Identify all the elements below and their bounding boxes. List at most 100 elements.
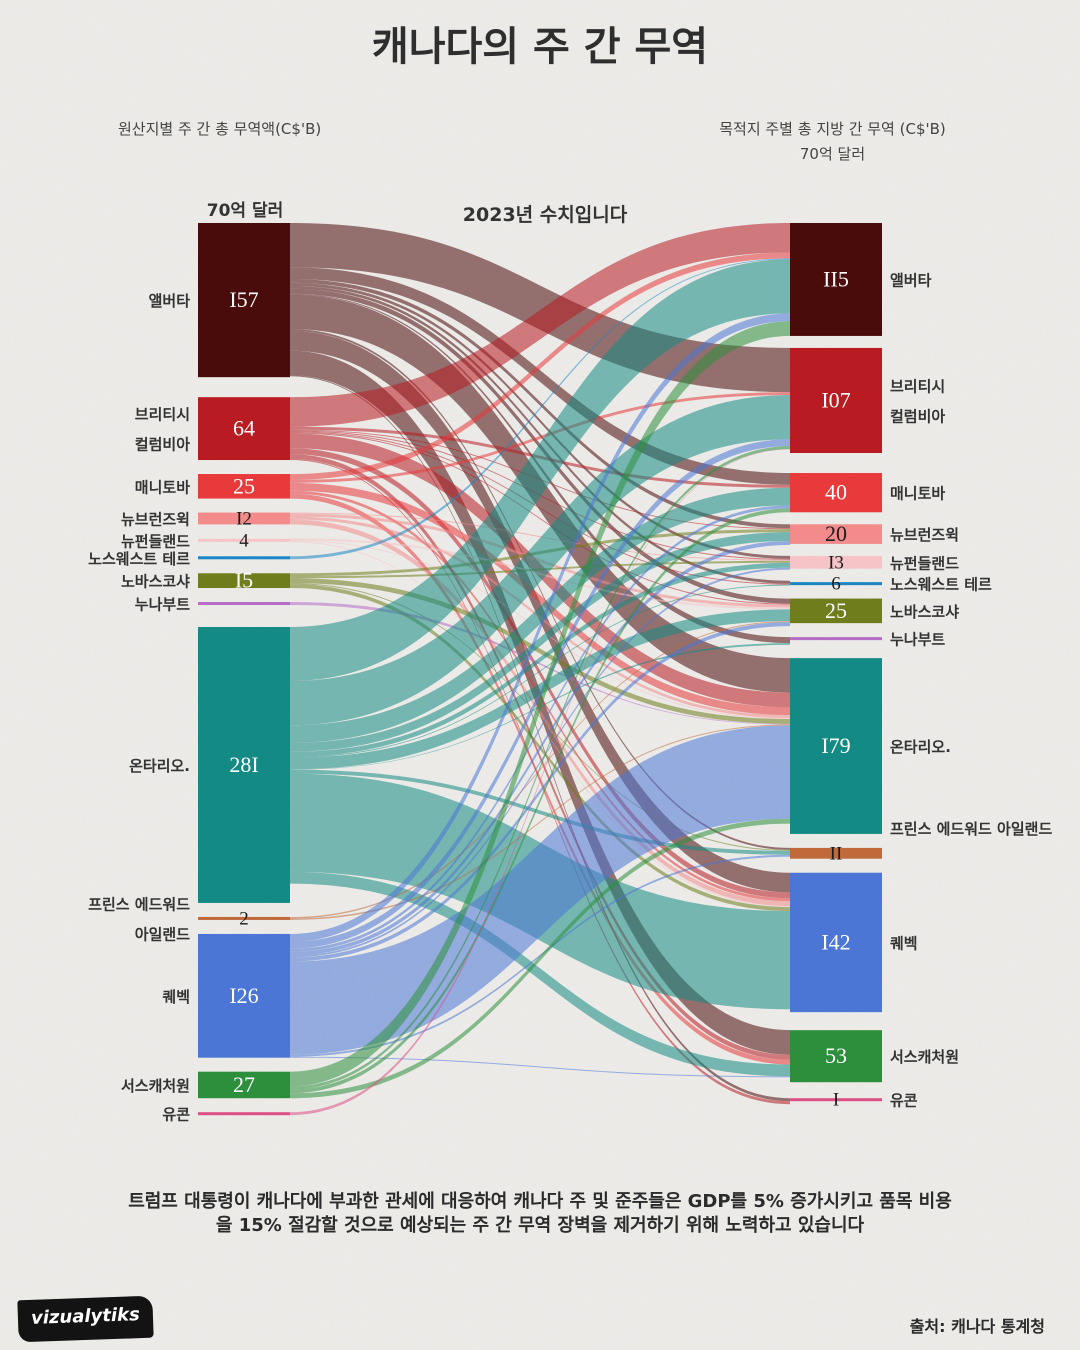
flow-nb-to-nl (290, 512, 790, 561)
target-label-nt: 노스웨스트 테르 (890, 576, 992, 594)
target-node-nl (790, 555, 882, 569)
page-title: 캐나다의 주 간 무역 (371, 24, 709, 70)
target-node-nt (790, 582, 882, 586)
source-node-ab (198, 223, 290, 378)
target-value-pe: II (830, 843, 843, 864)
flow-ab-to-nt (290, 285, 790, 584)
flow-ab-to-yt (290, 375, 790, 1102)
source-label-bc-2: 컬럼비아 (135, 436, 190, 454)
source-label-bc-1: 브리티시 (135, 406, 190, 424)
source-label-yt: 유콘 (162, 1106, 190, 1124)
flow-qc-to-on (290, 725, 790, 1055)
flow-mb-to-on (290, 482, 790, 716)
flow-ab-to-mb (290, 267, 790, 485)
target-node-pe (790, 847, 882, 859)
flow-on-to-ns (290, 609, 790, 770)
target-value-nb: 20 (825, 521, 847, 546)
year-note: 2023년 수치입니다 (462, 204, 628, 226)
target-node-yt (790, 1098, 882, 1102)
target-node-ab (790, 223, 882, 336)
flow-mb-to-sk (290, 493, 790, 1065)
source-label-on: 온타리오. (129, 757, 190, 775)
flow-on-to-nb (290, 532, 790, 752)
source-node-pe (198, 916, 290, 920)
source-value-qc: I26 (229, 983, 258, 1008)
source-label-nu: 누나부트 (135, 596, 190, 614)
target-node-nu (790, 637, 882, 641)
source-label-qc: 퀘벡 (162, 988, 190, 1006)
source-value-on: 28I (229, 752, 258, 777)
target-label-ns: 노바스코샤 (890, 603, 959, 621)
target-label-nl: 뉴펀들랜드 (890, 554, 959, 572)
flow-on-to-bc (290, 395, 790, 726)
flow-pe-to-ns (290, 621, 790, 919)
target-label-bc-1: 브리티시 (890, 377, 945, 395)
target-value-bc: I07 (821, 387, 850, 412)
source-node-mb (198, 474, 290, 499)
target-label-yt: 유콘 (890, 1092, 918, 1110)
target-value-nt: 6 (831, 574, 841, 595)
flow-qc-to-sk (290, 1056, 790, 1078)
source-node-nb (198, 512, 290, 525)
flow-sk-to-ab (290, 321, 790, 1087)
flow-qc-to-ab (290, 313, 790, 942)
flow-qc-to-pe (290, 854, 790, 1057)
source-label-nt: 노스웨스트 테르 (88, 550, 190, 568)
flow-mb-to-bc (290, 392, 790, 483)
source-node-nt (198, 556, 290, 560)
source-value-nb: I2 (236, 508, 252, 529)
source-node-qc (198, 933, 290, 1058)
source-label-mb: 매니토바 (135, 478, 190, 496)
source-value-nl: 4 (239, 530, 249, 551)
target-label-nu: 누나부트 (890, 631, 945, 649)
source-label-nl: 뉴펀들랜드 (121, 532, 190, 550)
right-scale-label: 70억 달러 (799, 145, 866, 163)
flow-qc-to-mb (290, 505, 790, 952)
target-label-pe: 프린스 에드워드 아일랜드 (890, 820, 1052, 838)
source-node-sk (198, 1071, 290, 1099)
brand-logo: vizualytiks (17, 1295, 154, 1343)
flow-on-to-nt (290, 584, 790, 758)
target-value-ab: II5 (823, 266, 849, 291)
flow-nu-to-on (290, 602, 790, 725)
target-label-qc: 퀘벡 (890, 934, 918, 952)
source-value-sk: 27 (233, 1072, 255, 1097)
source-note: 출처: 캐나다 통계청 (909, 1317, 1045, 1336)
source-value-bc: 64 (233, 416, 255, 441)
flow-nb-to-qc (290, 519, 790, 907)
flow-bc-to-sk (290, 454, 790, 1060)
flow-pe-to-on (290, 724, 790, 920)
flow-qc-to-bc (290, 439, 790, 949)
flow-yt-to-bc (290, 449, 790, 1116)
flow-on-to-pe (290, 769, 790, 855)
flow-qc-to-ns (290, 622, 790, 962)
target-node-bc (790, 347, 882, 454)
target-label-sk: 서스캐처원 (890, 1048, 959, 1066)
source-node-bc (198, 397, 290, 461)
target-value-mb: 40 (825, 480, 847, 505)
target-label-nb: 뉴브런즈윅 (890, 526, 959, 544)
target-node-qc (790, 872, 882, 1013)
source-node-nl (198, 538, 290, 542)
flow-on-to-mb (290, 487, 790, 743)
source-label-ab: 앨버타 (149, 292, 191, 310)
flow-bc-to-ab (290, 223, 790, 427)
flow-qc-to-nb (290, 540, 790, 956)
brand-name: vizualytiks (30, 1304, 141, 1329)
flow-bc-to-ns (290, 432, 790, 605)
flow-mb-to-ab (290, 252, 790, 480)
right-axis-title: 목적지 주별 총 지방 간 무역 (C$'B) (719, 120, 946, 138)
target-value-sk: 53 (825, 1043, 847, 1068)
source-label-ns: 노바스코샤 (121, 573, 190, 591)
flow-sk-to-bc (290, 446, 790, 1090)
target-node-sk (790, 1030, 882, 1083)
flow-on-to-ab (290, 259, 790, 682)
source-value-ns: I5 (235, 568, 253, 593)
target-node-ns (790, 598, 882, 624)
flow-ab-to-nl (290, 282, 790, 559)
target-label-mb: 매니토바 (890, 485, 945, 503)
target-value-ns: 25 (825, 598, 847, 623)
